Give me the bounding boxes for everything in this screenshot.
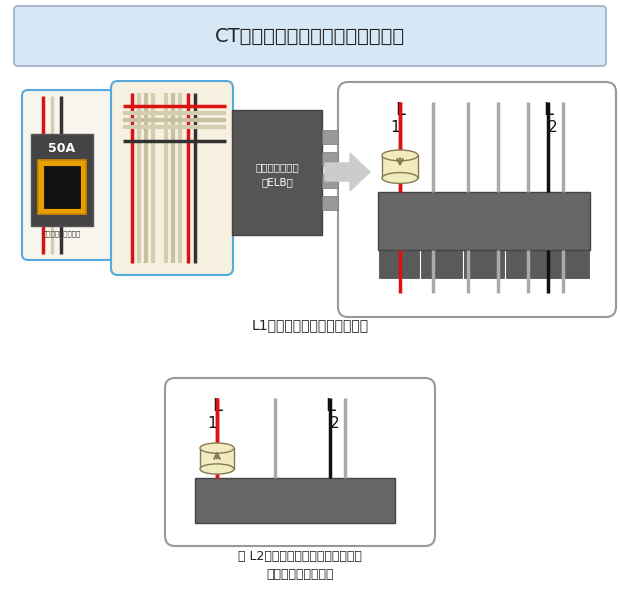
Text: 1: 1 [207,416,217,432]
Text: CTの取り付け位置（分電盤内部）: CTの取り付け位置（分電盤内部） [215,26,405,45]
Text: L: L [543,101,553,119]
FancyBboxPatch shape [22,90,114,260]
Ellipse shape [200,464,234,474]
Bar [322,174,338,188]
Bar [464,250,504,278]
Bar [379,250,419,278]
Polygon shape [325,153,370,191]
Bar [31,134,93,226]
FancyBboxPatch shape [14,6,606,66]
Text: 2: 2 [548,120,558,136]
Text: L1相から電源を配線した場合: L1相から電源を配線した場合 [252,318,368,332]
Text: 逆向きに取り付ける: 逆向きに取り付ける [266,567,334,580]
Bar [506,250,547,278]
FancyBboxPatch shape [111,81,233,275]
Bar [232,110,322,235]
Bar [322,130,338,144]
Text: 50A: 50A [48,141,76,155]
FancyBboxPatch shape [338,82,616,317]
Text: 漏電ブレーカー: 漏電ブレーカー [255,163,299,173]
Bar [200,448,234,469]
Text: ＊ L2相から電源を配線した場合は: ＊ L2相から電源を配線した場合は [238,550,362,562]
FancyBboxPatch shape [165,378,435,546]
Bar [38,160,86,214]
Bar [422,250,462,278]
Bar [322,196,338,210]
Ellipse shape [200,443,234,453]
Bar [549,250,589,278]
Ellipse shape [382,150,418,161]
Text: L: L [212,397,222,415]
Text: サービスブレーカー: サービスブレーカー [43,231,81,237]
Text: L: L [325,397,335,415]
Bar [195,478,395,523]
Bar [44,166,80,208]
Text: L: L [395,101,405,119]
Bar [382,155,418,178]
Bar [322,152,338,166]
Ellipse shape [382,173,418,184]
Text: 1: 1 [390,120,400,136]
Bar [378,192,590,250]
Text: （ELB）: （ELB） [261,177,293,187]
Text: 2: 2 [330,416,340,432]
